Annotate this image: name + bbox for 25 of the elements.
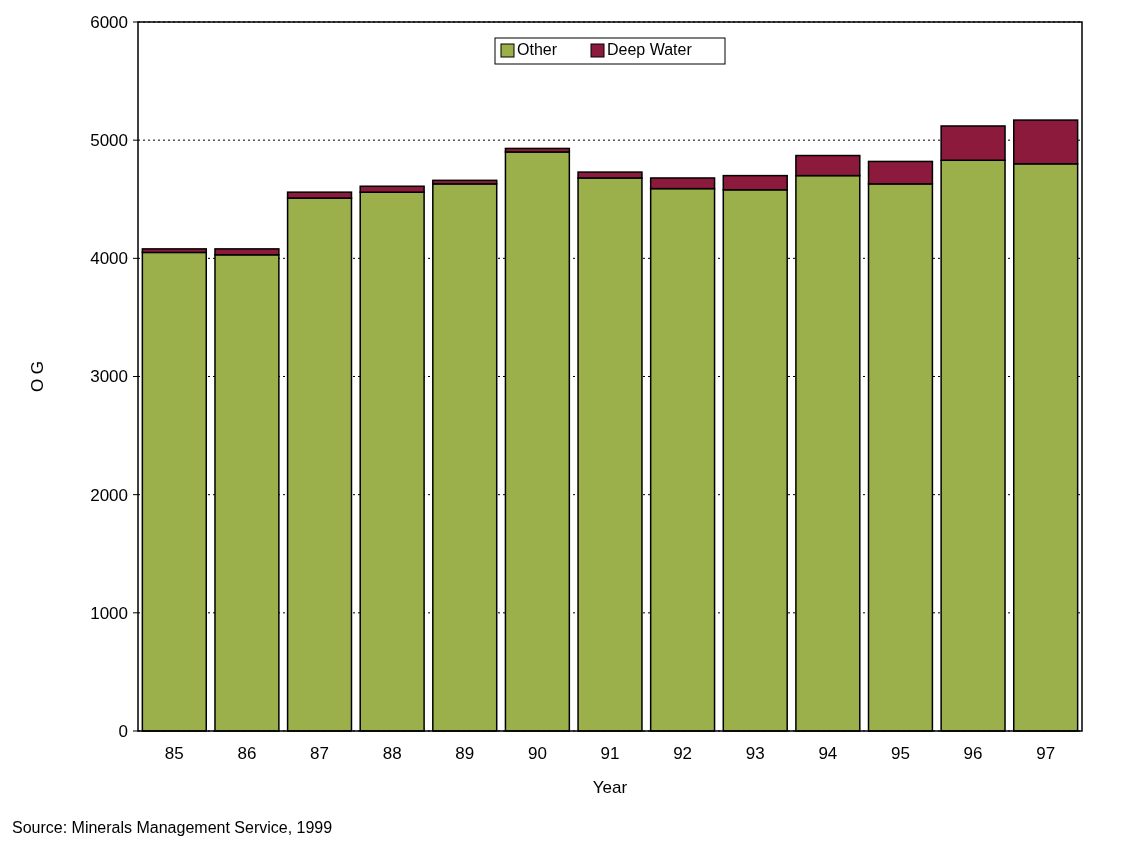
x-tick-label: 96 <box>963 744 983 763</box>
x-tick-label: 88 <box>382 744 402 763</box>
x-tick-label: 92 <box>673 744 693 763</box>
x-tick-label: 91 <box>600 744 620 763</box>
y-tick-label: 4000 <box>90 249 128 269</box>
legend-label: Deep Water <box>607 41 693 58</box>
y-tick-label: 3000 <box>90 367 128 387</box>
x-tick-label: 85 <box>164 744 184 763</box>
legend-label: Other <box>517 41 558 58</box>
source-note: Source: Minerals Management Service, 1999 <box>12 819 333 836</box>
x-tick-label: 87 <box>310 744 329 763</box>
y-tick-label: 0 <box>118 721 128 741</box>
x-tick-label: 97 <box>1036 744 1056 763</box>
x-tick-label: 86 <box>237 744 257 763</box>
y-axis-title: O G <box>28 360 47 393</box>
x-axis-title: Year <box>592 778 628 797</box>
x-tick-label: 90 <box>527 744 547 763</box>
y-tick-label: 1000 <box>90 603 128 623</box>
x-tick-label: 94 <box>818 744 838 763</box>
y-tick-label: 2000 <box>90 485 128 505</box>
y-tick-label: 6000 <box>90 12 128 32</box>
x-tick-label: 89 <box>455 744 475 763</box>
y-tick-label: 5000 <box>90 131 128 151</box>
x-tick-label: 93 <box>745 744 765 763</box>
x-tick-label: 95 <box>891 744 910 763</box>
